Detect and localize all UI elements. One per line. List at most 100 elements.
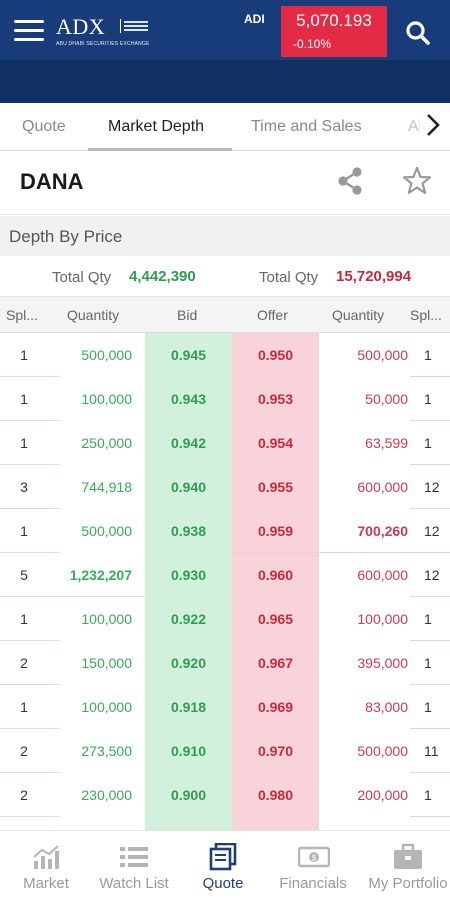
offer-price-cell: 0.967	[257, 655, 294, 671]
offer-quantity-cell: 700,260	[357, 523, 408, 539]
row-divider-offer	[232, 552, 450, 553]
offer-price-cell: 0.960	[257, 567, 294, 583]
nav-quote-label: Quote	[202, 875, 244, 892]
col-bid: Bid	[177, 307, 198, 323]
tab-time-and-sales[interactable]: Time and Sales	[251, 118, 362, 135]
nav-quote[interactable]: Quote	[180, 831, 266, 900]
bid-quantity-cell: 500,000	[81, 523, 132, 539]
offer-quantity-cell: 500,000	[357, 743, 408, 759]
table-row[interactable]: 1 500,000 0.945 0.950 500,000 1	[0, 333, 450, 377]
svg-text:$: $	[312, 854, 317, 863]
logo-text: ADX	[56, 14, 106, 39]
money-icon: $	[297, 843, 331, 871]
search-icon[interactable]	[405, 20, 431, 46]
section-title: Depth By Price	[9, 227, 123, 246]
bid-price-cell: 0.910	[170, 743, 207, 759]
bid-quantity-cell: 230,000	[81, 787, 132, 803]
star-icon[interactable]	[401, 165, 433, 197]
bid-price-cell: 0.920	[170, 655, 207, 671]
active-tab-indicator	[88, 148, 232, 151]
bid-total-label: Total Qty	[52, 269, 112, 286]
offer-splits-cell: 1	[424, 391, 432, 407]
share-icon[interactable]	[336, 166, 364, 196]
bid-price-cell: 0.900	[170, 787, 207, 803]
list-icon	[119, 843, 149, 871]
nav-watch-list-label: Watch List	[99, 875, 169, 892]
row-divider-offer	[410, 728, 450, 729]
table-row[interactable]: 1 100,000 0.922 0.965 100,000 1	[0, 597, 450, 641]
offer-splits-cell: 12	[424, 523, 440, 539]
offer-quantity-cell: 500,000	[357, 347, 408, 363]
bid-splits-cell: 1	[20, 611, 28, 627]
menu-icon[interactable]	[14, 20, 44, 42]
nav-market[interactable]: Market	[0, 831, 92, 900]
bid-splits-cell: 1	[20, 391, 28, 407]
table-row[interactable]: 1 100,000 0.918 0.969 83,000 1	[0, 685, 450, 729]
bid-price-cell: 0.918	[170, 699, 207, 715]
offer-price-cell: 0.969	[257, 699, 294, 715]
nav-my-portfolio[interactable]: My Portfolio	[358, 831, 450, 900]
offer-splits-cell: 1	[424, 787, 432, 803]
row-divider-bid	[0, 552, 60, 553]
table-row[interactable]: 1 500,000 0.938 0.959 700,260 12	[0, 509, 450, 553]
offer-quantity-cell: 600,000	[357, 567, 408, 583]
table-row[interactable]: 2 273,500 0.910 0.970 500,000 11	[0, 729, 450, 773]
table-row[interactable]: 1 250,000 0.942 0.954 63,599 1	[0, 421, 450, 465]
row-divider-offer	[410, 596, 450, 597]
logo-arabic-mark	[120, 19, 150, 33]
row-divider-bid	[0, 596, 232, 597]
col-offer: Offer	[257, 307, 288, 323]
nav-market-label: Market	[23, 875, 69, 892]
offer-quantity-cell: 395,000	[357, 655, 408, 671]
table-row[interactable]: 1 100,000 0.943 0.953 50,000 1	[0, 377, 450, 421]
bid-total-value: 4,442,390	[129, 268, 196, 285]
nav-financials[interactable]: $ Financials	[268, 831, 358, 900]
table-row[interactable]: 5 1,232,207 0.930 0.960 600,000 12	[0, 553, 450, 597]
offer-splits-cell: 1	[424, 655, 432, 671]
index-change: -0.10%	[293, 37, 332, 51]
bid-price-cell: 0.922	[170, 611, 207, 627]
index-ticker[interactable]: 5,070.193 -0.10%	[281, 6, 387, 57]
offer-quantity-cell: 200,000	[357, 787, 408, 803]
bid-quantity-cell: 273,500	[81, 743, 132, 759]
offer-price-cell: 0.950	[257, 347, 294, 363]
tab-bar: Quote Market Depth Time and Sales Alert	[0, 103, 450, 151]
row-divider-offer	[410, 464, 450, 465]
table-row[interactable]: 2 230,000 0.900 0.980 200,000 1	[0, 773, 450, 817]
col-offer-quantity: Quantity	[332, 307, 385, 323]
bid-quantity-cell: 250,000	[81, 435, 132, 451]
table-row[interactable]: 2 150,000 0.920 0.967 395,000 1	[0, 641, 450, 685]
briefcase-icon	[393, 843, 423, 871]
offer-quantity-cell: 100,000	[357, 611, 408, 627]
bottom-navigation: Market Watch List Quote $	[0, 830, 450, 900]
row-divider-offer	[410, 376, 450, 377]
bid-splits-cell: 2	[20, 787, 28, 803]
bid-price-cell: 0.943	[170, 391, 207, 407]
offer-splits-cell: 11	[424, 743, 439, 759]
col-bid-splits: Spl...	[6, 307, 38, 323]
table-row[interactable]: 3 744,918 0.940 0.955 600,000 12	[0, 465, 450, 509]
bid-splits-cell: 5	[20, 567, 28, 583]
tab-quote[interactable]: Quote	[22, 118, 66, 135]
nav-financials-label: Financials	[279, 875, 347, 892]
tab-market-depth[interactable]: Market Depth	[108, 118, 205, 135]
bid-quantity-cell: 100,000	[81, 611, 132, 627]
nav-watch-list[interactable]: Watch List	[88, 831, 180, 900]
depth-table: 1 500,000 0.945 0.950 500,000 1 1 100,000 0.943 0…	[0, 333, 450, 830]
index-label: ADI	[244, 12, 265, 26]
row-divider-bid	[0, 508, 60, 509]
bid-price-cell: 0.942	[170, 435, 207, 451]
row-divider-offer	[410, 772, 450, 773]
symbol-header: DANA	[0, 151, 450, 215]
offer-price-cell: 0.965	[257, 611, 294, 627]
bid-quantity-cell: 744,918	[81, 479, 132, 495]
chevron-right-icon[interactable]	[420, 104, 450, 148]
totals-row: Total Qty 4,442,390 Total Qty 15,720,994	[0, 257, 450, 297]
offer-price-cell: 0.980	[257, 787, 294, 803]
quote-icon	[208, 842, 238, 871]
bid-quantity-cell: 1,232,207	[69, 567, 132, 583]
row-divider-bid	[0, 640, 60, 641]
bid-splits-cell: 1	[20, 523, 28, 539]
row-divider-offer	[410, 816, 450, 817]
col-offer-splits: Spl...	[410, 307, 442, 323]
